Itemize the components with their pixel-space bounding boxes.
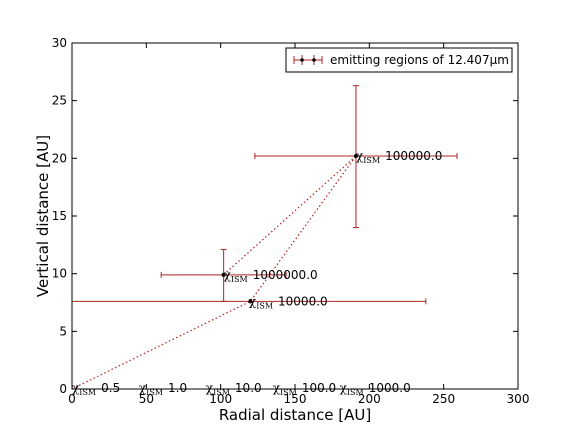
data-point: [221, 272, 226, 277]
annotation-subscript: ISM: [146, 388, 163, 397]
legend: emitting regions of 12.407μm: [285, 47, 513, 73]
legend-marker-dot: [312, 58, 316, 62]
x-axis-label: Radial distance [AU]: [219, 406, 371, 424]
y-tick-label: 20: [52, 151, 67, 165]
annotation-label: χISM 100.0: [273, 381, 336, 397]
dotted-lines-layer: [71, 155, 357, 390]
data-point: [353, 154, 358, 159]
x-tick-label: 50: [139, 392, 154, 406]
annotation-subscript: ISM: [280, 388, 297, 397]
annotation-subscript: ISM: [79, 388, 96, 397]
annotation-value: 0.5: [101, 381, 120, 395]
y-tick-label: 10: [52, 267, 67, 281]
x-tick-label: 150: [284, 392, 307, 406]
x-tick-label: 200: [358, 392, 381, 406]
x-tick-label: 0: [68, 392, 76, 406]
dotted-line: [223, 155, 357, 276]
x-tick-label: 100: [209, 392, 232, 406]
annotation-symbol: χ: [249, 294, 257, 308]
annotation-value: 100000.0: [385, 149, 442, 163]
legend-label: emitting regions of 12.407μm: [330, 53, 509, 67]
annotation-value: 100.0: [302, 381, 336, 395]
x-tick-label: 250: [432, 392, 455, 406]
annotation-symbol: χ: [139, 381, 147, 395]
annotation-symbol: χ: [72, 381, 80, 395]
legend-marker-dot: [300, 58, 304, 62]
annotation-label: χISM 100000.0: [356, 149, 442, 165]
annotation-label: χISM 10.0: [206, 381, 262, 397]
annotation-label: χISM 1000000.0: [224, 268, 318, 284]
annotation-symbol: χ: [356, 149, 364, 163]
y-tick-label: 25: [52, 94, 67, 108]
annotation-subscript: ISM: [363, 156, 380, 165]
annotation-label: χISM 1.0: [139, 381, 187, 397]
annotation-label: χISM 0.5: [72, 381, 120, 397]
y-tick-label: 0: [59, 382, 67, 396]
ticks-layer: 0 50 100 150 200 250 300 0 5 10 15 20 25 30: [52, 36, 530, 406]
y-tick-label: 15: [52, 209, 67, 223]
annotation-subscript: ISM: [231, 275, 248, 284]
y-tick-label: 30: [52, 36, 67, 50]
annotation-value: 1.0: [168, 381, 187, 395]
annotation-value: 1000000.0: [253, 268, 318, 282]
annotation-subscript: ISM: [347, 388, 364, 397]
y-axis-label: Vertical distance [AU]: [34, 135, 52, 297]
annotation-value: 10.0: [235, 381, 262, 395]
annotation-symbol: χ: [206, 381, 214, 395]
annotation-symbol: χ: [273, 381, 281, 395]
legend-box: [285, 47, 513, 73]
annotation-symbol: χ: [340, 381, 348, 395]
annotation-value: 10000.0: [278, 294, 328, 308]
legend-marker: [293, 55, 323, 65]
annotation-value: 1000.0: [369, 381, 411, 395]
annotation-symbol: χ: [224, 268, 232, 282]
annotation-label: χISM 1000.0: [340, 381, 411, 397]
y-tick-label: 5: [59, 324, 67, 338]
x-tick-label: 300: [507, 392, 530, 406]
annotation-subscript: ISM: [256, 301, 273, 310]
annotation-subscript: ISM: [213, 388, 230, 397]
plot-area: [72, 43, 518, 389]
annotation-label: χISM 10000.0: [249, 294, 328, 310]
data-point: [248, 299, 253, 304]
points-layer: [221, 154, 358, 304]
